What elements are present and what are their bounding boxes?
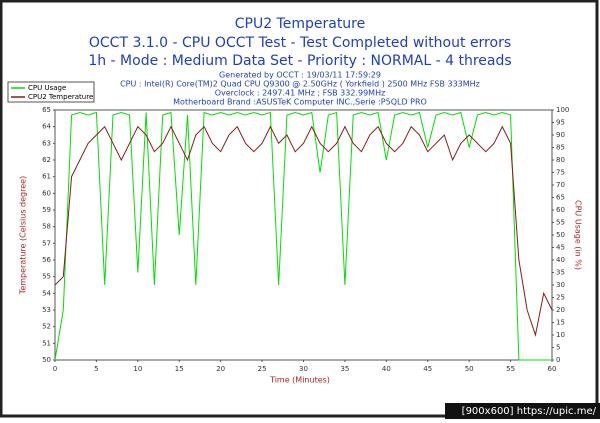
legend-label: CPU Usage <box>28 84 66 92</box>
y-tick-label: 60 <box>42 189 51 197</box>
subtitle: OCCT 3.1.0 - CPU OCCT Test - Test Comple… <box>89 35 511 51</box>
x-tick-label: 55 <box>506 365 515 373</box>
annotation: CPU : Intel(R) Core(TM)2 Quad CPU Q9300 … <box>120 80 480 89</box>
annotation: Motherboard Brand :ASUSTeK Computer INC.… <box>173 98 427 107</box>
series-line <box>54 125 553 337</box>
y-tick-label: 55 <box>42 273 51 281</box>
y2-tick-label: 5 <box>556 344 560 352</box>
y2-tick-label: 60 <box>556 206 565 214</box>
y2-tick-label: 95 <box>556 119 565 127</box>
x-tick-label: 40 <box>382 365 391 373</box>
y2-tick-label: 20 <box>556 306 565 314</box>
y2-tick-label: 75 <box>556 169 565 177</box>
subtitle: 1h - Mode : Medium Data Set - Priority :… <box>88 53 511 69</box>
y-tick-label: 64 <box>42 123 51 131</box>
y2-tick-label: 35 <box>556 269 565 277</box>
y2-tick-label: 70 <box>556 181 565 189</box>
annotation: Generated by OCCT : 19/03/11 17:59:29 <box>219 71 381 80</box>
x-tick-label: 5 <box>94 365 98 373</box>
y-tick-label: 57 <box>42 239 51 247</box>
y2-tick-label: 15 <box>556 319 565 327</box>
y-tick-label: 58 <box>42 223 51 231</box>
y-tick-label: 53 <box>42 306 51 314</box>
y2-tick-label: 10 <box>556 331 565 339</box>
x-tick-label: 15 <box>175 365 184 373</box>
y2-tick-label: 65 <box>556 194 565 202</box>
y-tick-label: 54 <box>42 289 51 297</box>
y2-tick-label: 45 <box>556 244 565 252</box>
y-tick-label: 50 <box>42 356 51 364</box>
y2-tick-label: 100 <box>556 106 569 114</box>
x-tick-label: 10 <box>133 365 142 373</box>
y-tick-label: 63 <box>42 139 51 147</box>
y-tick-label: 65 <box>42 106 51 114</box>
watermark-bar <box>445 403 600 419</box>
x-tick-label: 45 <box>423 365 432 373</box>
y2-tick-label: 85 <box>556 144 565 152</box>
y2-tick-label: 0 <box>556 356 560 364</box>
x-tick-label: 30 <box>299 365 308 373</box>
series-line <box>54 111 552 361</box>
y2-tick-label: 30 <box>556 281 565 289</box>
y-tick-label: 51 <box>42 339 51 347</box>
plot-area <box>54 109 553 361</box>
x-tick-label: 60 <box>548 365 557 373</box>
y2-tick-label: 55 <box>556 219 565 227</box>
y-tick-label: 61 <box>42 173 51 181</box>
x-tick-label: 0 <box>53 365 57 373</box>
y2-tick-label: 50 <box>556 231 565 239</box>
y-tick-label: 52 <box>42 323 51 331</box>
y-tick-label: 56 <box>42 256 51 264</box>
watermark: [900x600] https://upic.me/ <box>462 406 597 417</box>
y2-tick-label: 90 <box>556 131 565 139</box>
x-tick-label: 25 <box>258 365 267 373</box>
x-tick-label: 20 <box>216 365 225 373</box>
y2-tick-label: 80 <box>556 156 565 164</box>
y2-axis-label: CPU Usage (in %) <box>574 200 583 270</box>
x-tick-label: 35 <box>340 365 349 373</box>
legend-box <box>7 81 95 103</box>
y-tick-label: 62 <box>42 156 51 164</box>
y-axis-label: Temperature (Celsius degree) <box>19 176 28 295</box>
x-axis-label: Time (Minutes) <box>269 376 330 385</box>
y-tick-label: 59 <box>42 206 51 214</box>
chart-title: CPU2 Temperature <box>235 16 366 32</box>
annotation: Overclock : 2497.41 MHz ; FSB 332.99MHz <box>215 89 386 98</box>
y2-tick-label: 40 <box>556 256 565 264</box>
legend-label: CPU2 Temperature <box>28 93 93 101</box>
y2-tick-label: 25 <box>556 294 565 302</box>
x-tick-label: 50 <box>465 365 474 373</box>
